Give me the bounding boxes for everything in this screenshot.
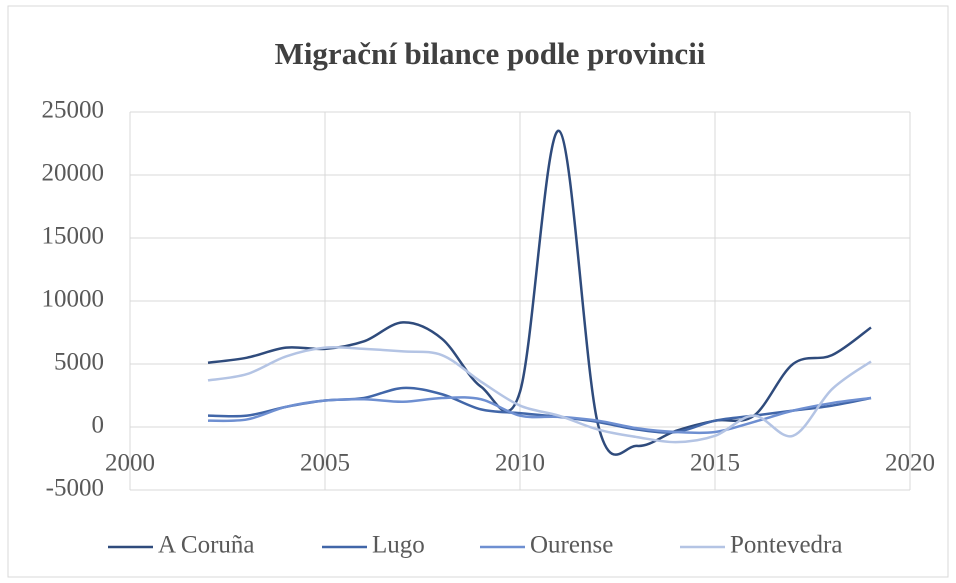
- legend-label: Ourense: [530, 532, 613, 559]
- x-tick-label: 2015: [690, 450, 740, 477]
- chart-border: [7, 5, 949, 578]
- legend-label: A Coruña: [158, 532, 255, 559]
- x-tick-label: 2000: [105, 450, 155, 477]
- y-tick-label: 15000: [42, 223, 105, 250]
- y-tick-label: 5000: [54, 349, 104, 376]
- line-series: [207, 345, 872, 444]
- x-tick-label: 2010: [495, 450, 545, 477]
- y-tick-label: 10000: [42, 286, 105, 313]
- legend-label: Lugo: [372, 532, 425, 559]
- x-tick-label: 2005: [300, 450, 350, 477]
- x-tick-label: 2020: [885, 450, 935, 477]
- chart-title: Migrační bilance podle provincii: [275, 36, 706, 71]
- y-tick-label: -5000: [46, 475, 104, 502]
- y-tick-label: 25000: [42, 97, 105, 124]
- y-tick-label: 20000: [42, 160, 105, 187]
- legend-label: Pontevedra: [730, 532, 842, 559]
- y-tick-label: 0: [92, 412, 105, 439]
- line-series: [207, 396, 872, 435]
